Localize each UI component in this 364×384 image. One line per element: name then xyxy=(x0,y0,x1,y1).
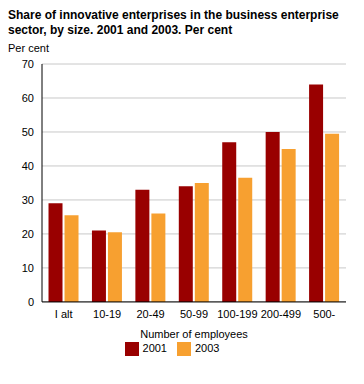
svg-text:30: 30 xyxy=(22,194,34,206)
svg-text:200-499: 200-499 xyxy=(261,308,301,320)
svg-text:70: 70 xyxy=(22,58,34,70)
svg-text:Number of employees: Number of employees xyxy=(140,328,248,340)
html-text:Per cent: Per cent xyxy=(8,42,49,54)
svg-text:50-99: 50-99 xyxy=(180,308,208,320)
svg-text:10-19: 10-19 xyxy=(93,308,121,320)
html-text:Share of innovative enterprise: Share of innovative enterprises in the b… xyxy=(8,8,339,37)
svg-text:40: 40 xyxy=(22,160,34,172)
svg-text:100-199: 100-199 xyxy=(217,308,257,320)
html-text:2001: 2001 xyxy=(142,341,167,354)
svg-text:20: 20 xyxy=(22,228,34,240)
svg-text:60: 60 xyxy=(22,92,34,104)
html-text:2003: 2003 xyxy=(195,341,220,354)
svg-text:10: 10 xyxy=(22,262,34,274)
svg-text:I alt: I alt xyxy=(55,308,73,320)
svg-text:0: 0 xyxy=(28,296,34,308)
svg-text:500-: 500- xyxy=(313,308,335,320)
svg-text:50: 50 xyxy=(22,126,34,138)
svg-text:20-49: 20-49 xyxy=(137,308,165,320)
